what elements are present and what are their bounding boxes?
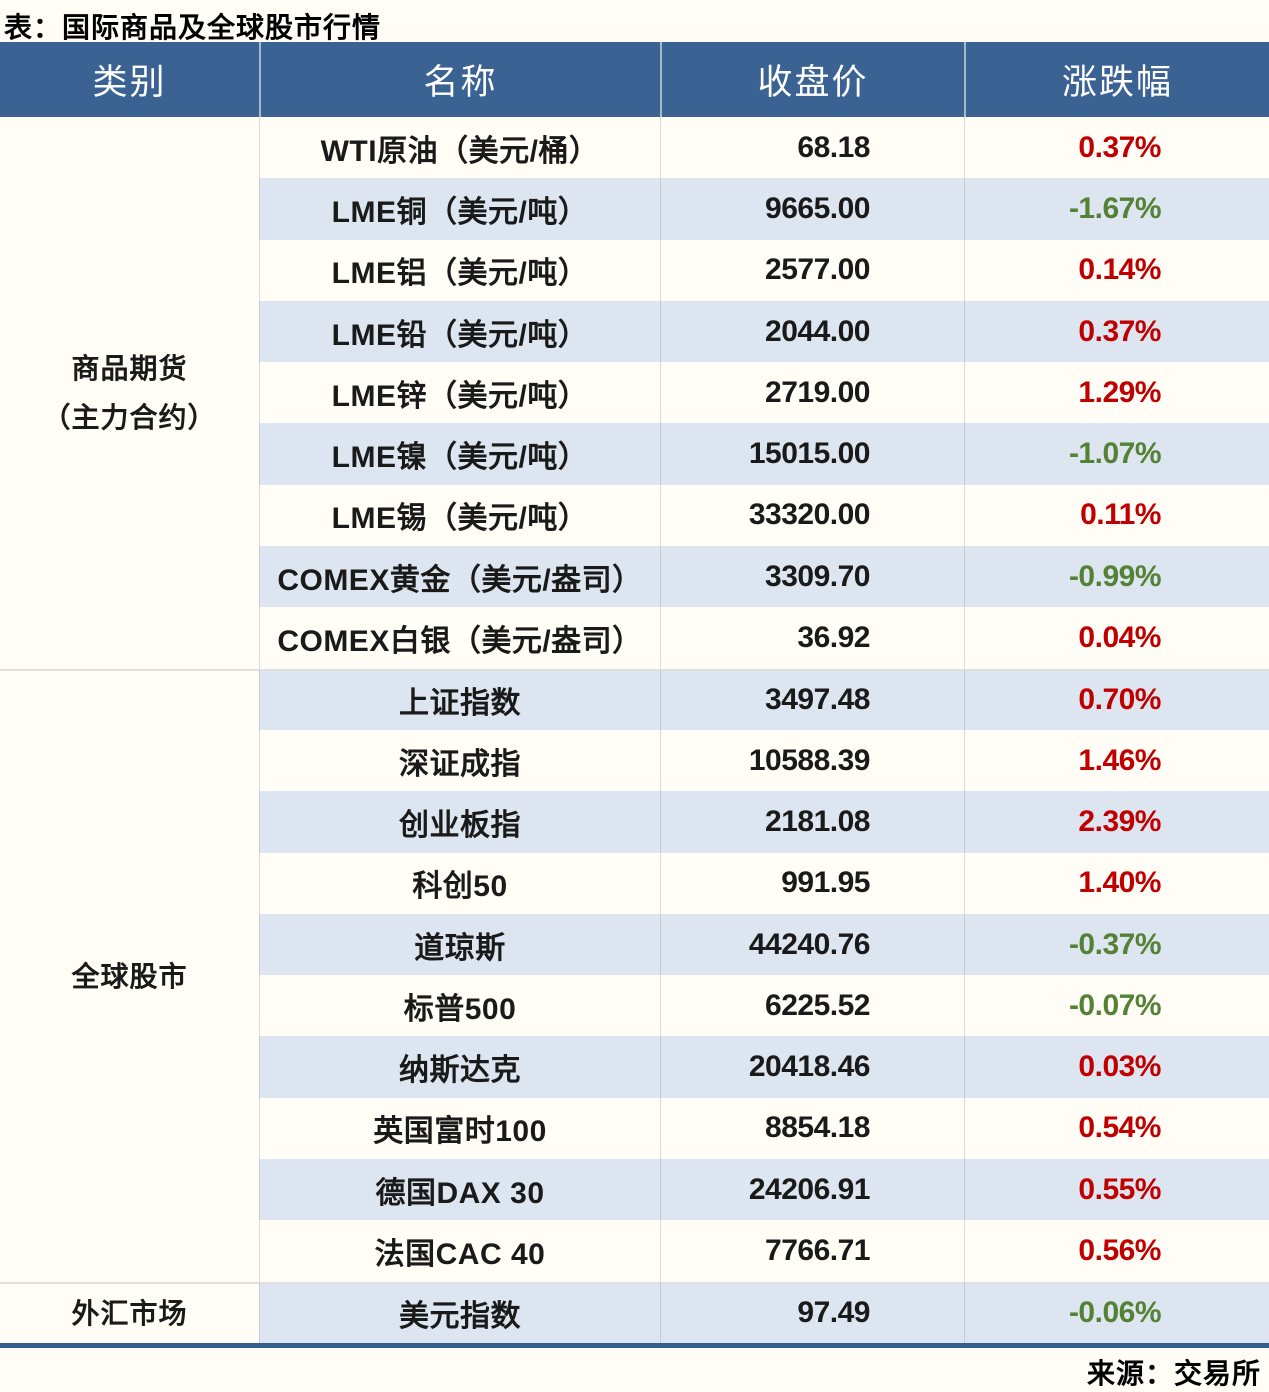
name-cell: 英国富时100: [259, 1097, 660, 1160]
category-cell: 外汇市场: [0, 1281, 259, 1343]
change-cell: 2.39%: [964, 791, 1269, 853]
name-cell: COMEX白银（美元/盎司）: [259, 607, 660, 669]
category-cell: 商品期货 （主力合约）: [0, 117, 259, 669]
market-table: 类别 名称 收盘价 涨跌幅 商品期货 （主力合约） WTI原油（美元/桶） 68.18…: [0, 42, 1269, 1348]
change-cell: 0.70%: [964, 668, 1269, 730]
close-price-cell: 97.49: [660, 1281, 964, 1343]
close-price-cell: 15015.00: [660, 423, 964, 485]
name-cell: 标普500: [259, 975, 660, 1037]
name-cell: LME铝（美元/吨）: [259, 239, 660, 301]
change-cell: -0.99%: [964, 546, 1269, 608]
change-cell: 1.46%: [964, 729, 1269, 792]
change-cell: 1.29%: [964, 362, 1269, 424]
change-cell: -0.07%: [964, 975, 1269, 1037]
change-cell: 0.11%: [964, 484, 1269, 547]
change-cell: 0.56%: [964, 1220, 1269, 1282]
change-cell: 0.04%: [964, 607, 1269, 669]
category-line: 商品期货: [71, 352, 188, 384]
name-cell: 道琼斯: [259, 913, 660, 976]
close-price-cell: 68.18: [660, 117, 964, 179]
change-cell: -1.67%: [964, 178, 1269, 240]
close-price-cell: 24206.91: [660, 1159, 964, 1221]
close-price-cell: 8854.18: [660, 1097, 964, 1160]
close-price-cell: 991.95: [660, 852, 964, 914]
change-cell: 0.55%: [964, 1159, 1269, 1221]
close-price-cell: 9665.00: [660, 178, 964, 240]
change-cell: -1.07%: [964, 423, 1269, 485]
name-cell: LME铜（美元/吨）: [259, 178, 660, 240]
source-label: 来源：交易所: [1086, 1357, 1261, 1389]
close-price-cell: 6225.52: [660, 975, 964, 1037]
column-header-change: 涨跌幅: [964, 42, 1269, 117]
close-price-cell: 3309.70: [660, 546, 964, 608]
name-cell: LME锡（美元/吨）: [259, 484, 660, 547]
close-price-cell: 44240.76: [660, 913, 964, 976]
close-price-cell: 36.92: [660, 607, 964, 669]
name-cell: 纳斯达克: [259, 1036, 660, 1098]
column-header-category: 类别: [0, 42, 259, 117]
column-header-name: 名称: [259, 42, 660, 117]
name-cell: LME镍（美元/吨）: [259, 423, 660, 485]
change-cell: 0.37%: [964, 300, 1269, 363]
name-cell: 创业板指: [259, 791, 660, 853]
name-cell: LME铅（美元/吨）: [259, 300, 660, 363]
name-cell: 法国CAC 40: [259, 1220, 660, 1282]
name-cell: 科创50: [259, 852, 660, 914]
change-cell: 0.54%: [964, 1097, 1269, 1160]
close-price-cell: 2181.08: [660, 791, 964, 853]
change-cell: 0.14%: [964, 239, 1269, 301]
table-title: 表：国际商品及全球股市行情: [4, 12, 382, 43]
name-cell: 美元指数: [259, 1281, 660, 1343]
name-cell: 上证指数: [259, 668, 660, 730]
change-cell: -0.06%: [964, 1281, 1269, 1343]
change-cell: -0.37%: [964, 913, 1269, 976]
close-price-cell: 33320.00: [660, 484, 964, 547]
name-cell: 深证成指: [259, 729, 660, 792]
category-line: 全球股市: [71, 960, 188, 992]
name-cell: LME锌（美元/吨）: [259, 362, 660, 424]
category-line: 外汇市场: [71, 1297, 188, 1329]
name-cell: COMEX黄金（美元/盎司）: [259, 546, 660, 608]
close-price-cell: 3497.48: [660, 668, 964, 730]
close-price-cell: 2719.00: [660, 362, 964, 424]
name-cell: WTI原油（美元/桶）: [259, 117, 660, 179]
column-header-close-price: 收盘价: [660, 42, 964, 117]
name-cell: 德国DAX 30: [259, 1159, 660, 1221]
change-cell: 0.37%: [964, 117, 1269, 179]
close-price-cell: 20418.46: [660, 1036, 964, 1098]
category-line: （主力合约）: [42, 401, 217, 433]
close-price-cell: 2577.00: [660, 239, 964, 301]
close-price-cell: 2044.00: [660, 300, 964, 363]
close-price-cell: 10588.39: [660, 729, 964, 792]
change-cell: 1.40%: [964, 852, 1269, 914]
change-cell: 0.03%: [964, 1036, 1269, 1098]
close-price-cell: 7766.71: [660, 1220, 964, 1282]
category-cell: 全球股市: [0, 668, 259, 1282]
